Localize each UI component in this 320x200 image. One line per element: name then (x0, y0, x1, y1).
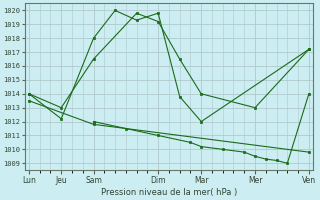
X-axis label: Pression niveau de la mer( hPa ): Pression niveau de la mer( hPa ) (101, 188, 237, 197)
